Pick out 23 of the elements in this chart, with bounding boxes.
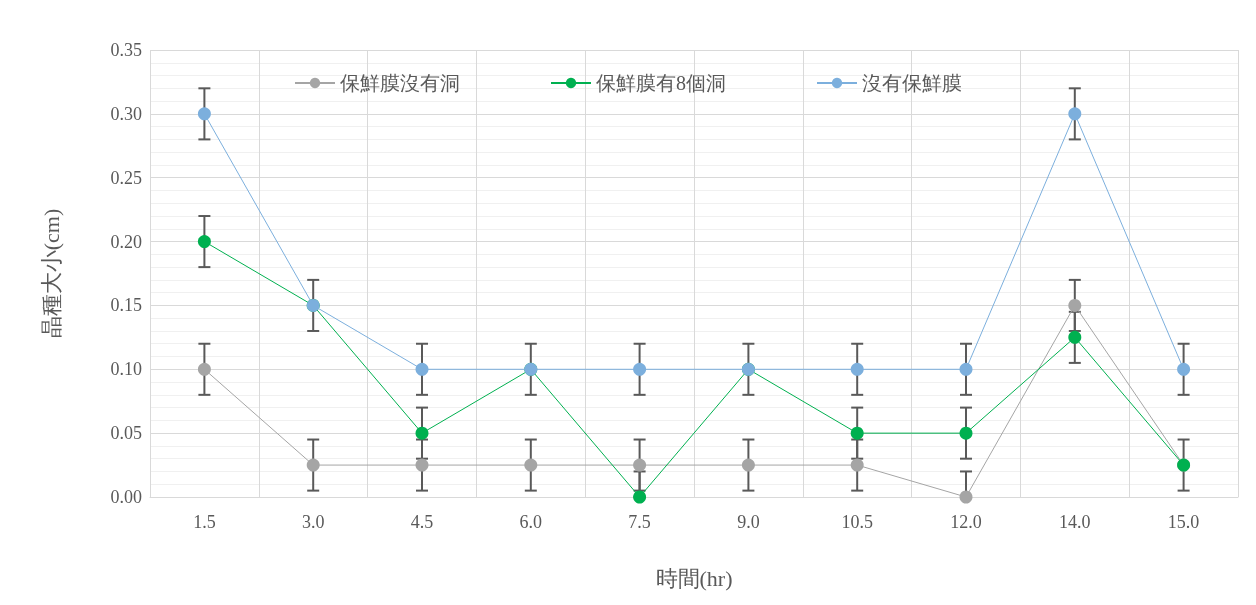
x-tick-label: 15.0 bbox=[1167, 512, 1200, 532]
legend-label: 沒有保鮮膜 bbox=[862, 72, 962, 94]
x-axis-title: 時間(hr) bbox=[655, 565, 733, 591]
y-tick-label: 0.35 bbox=[110, 40, 142, 60]
x-tick-label: 6.0 bbox=[519, 512, 543, 532]
x-tick-label: 3.0 bbox=[301, 512, 325, 532]
x-tick-label: 9.0 bbox=[737, 512, 760, 532]
x-tick-label: 4.5 bbox=[410, 512, 434, 532]
legend-label: 保鮮膜有8個洞 bbox=[596, 72, 726, 94]
x-tick-label: 10.5 bbox=[841, 512, 873, 532]
x-tick-label: 12.0 bbox=[950, 512, 982, 532]
legend-label: 保鮮膜沒有洞 bbox=[340, 72, 460, 94]
y-tick-label: 0.05 bbox=[110, 423, 142, 444]
y-tick-label: 0.15 bbox=[110, 295, 142, 316]
x-tick-label: 1.5 bbox=[193, 512, 216, 532]
y-tick-label: 0.00 bbox=[110, 487, 142, 507]
x-tick-label: 14.0 bbox=[1059, 512, 1091, 532]
y-tick-label: 0.10 bbox=[110, 359, 142, 380]
y-axis-title: 晶種大小(cm) bbox=[38, 208, 64, 339]
y-tick-label: 0.30 bbox=[110, 103, 142, 124]
y-tick-label: 0.20 bbox=[110, 231, 142, 252]
x-tick-label: 7.5 bbox=[628, 512, 651, 532]
y-tick-label: 0.25 bbox=[110, 167, 142, 188]
